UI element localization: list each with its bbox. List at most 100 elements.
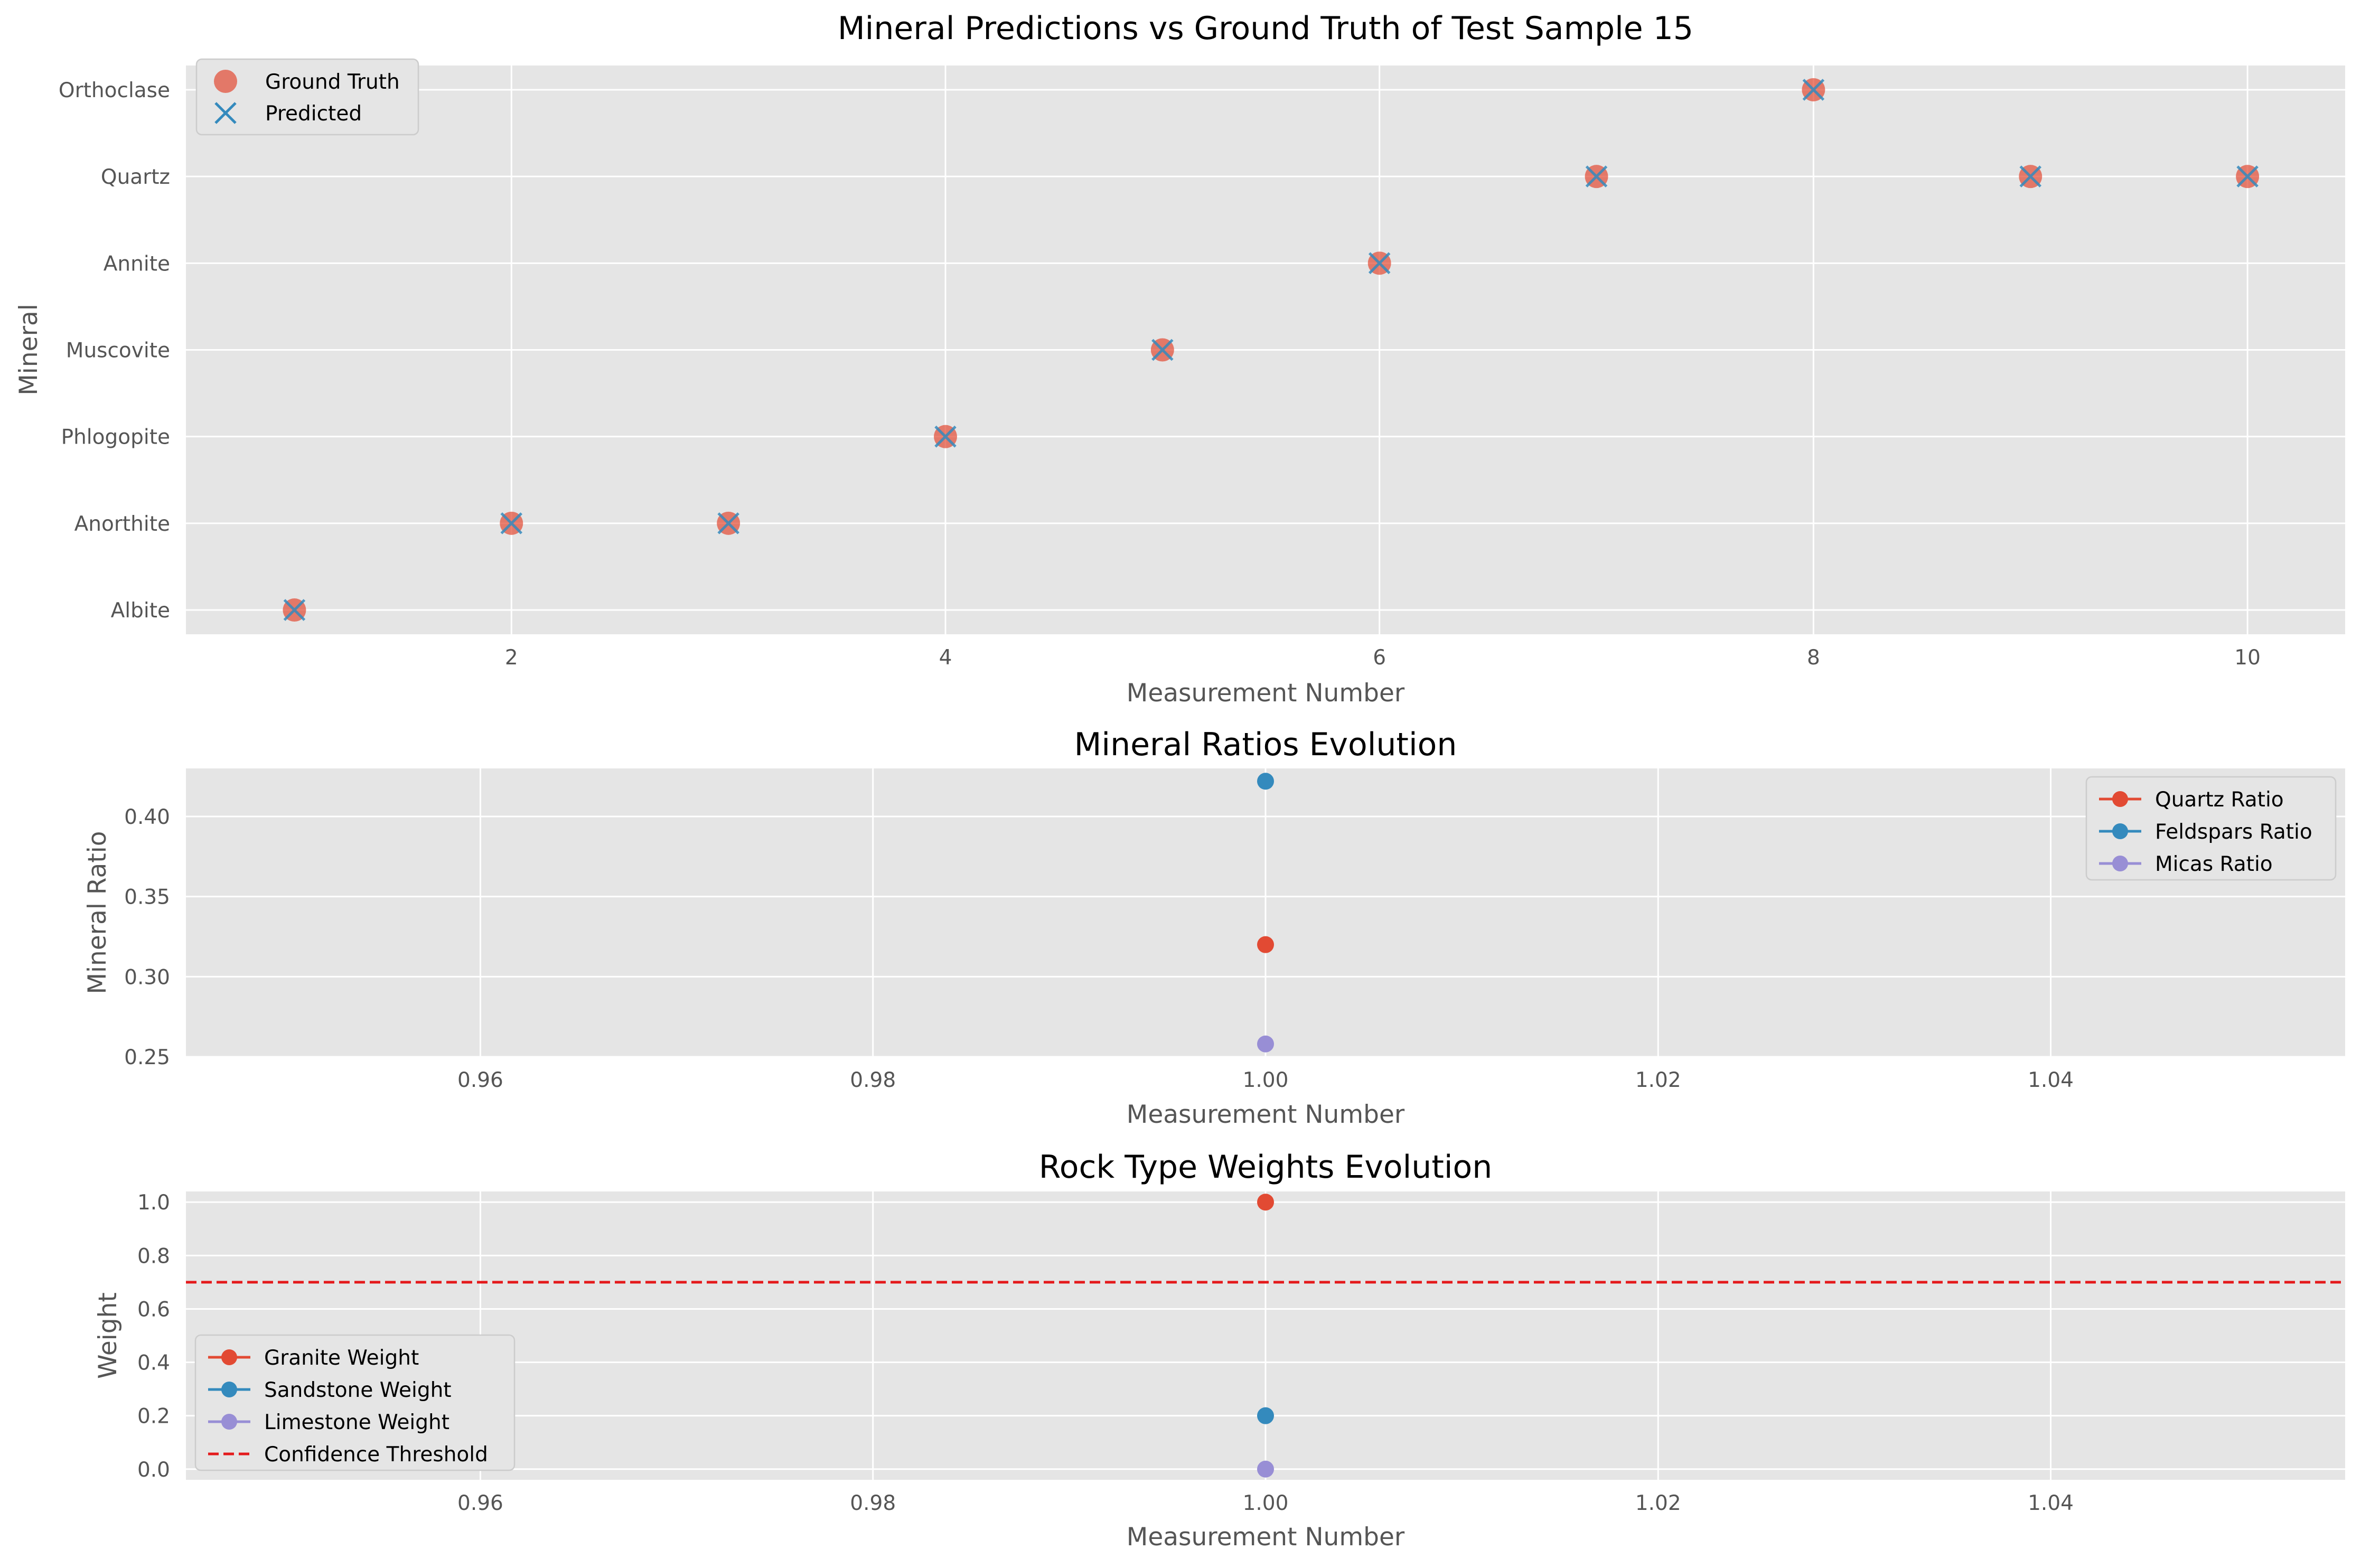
x-tick-label: 0.96	[457, 1068, 503, 1092]
predicted-x-marker	[2236, 165, 2259, 187]
y-tick-label: 0.40	[124, 805, 170, 829]
predicted-point	[1802, 79, 1825, 101]
tick-labels: 0.96 0.98 1.00 1.02 1.04 0.25 0.30 0.35 0.40	[124, 805, 2074, 1092]
legend: Granite Weight Sandstone Weight Limestone …	[194, 1334, 516, 1471]
x-tick-label: 1.02	[1635, 1491, 1681, 1515]
predicted-x-marker	[1368, 252, 1391, 275]
y-tick-label: Anorthite	[74, 512, 170, 536]
predicted-point	[283, 599, 306, 621]
panel-rock-type-weights: 0.96 0.98 1.00 1.02 1.04 0.0 0.2 0.4 0.6 0.8 1.0 R…	[93, 1149, 2345, 1552]
predicted-point	[500, 512, 523, 534]
predicted-point	[1151, 339, 1174, 361]
legend-marker	[221, 1382, 237, 1397]
predicted-point	[1368, 252, 1391, 275]
predicted-point	[2019, 165, 2042, 187]
legend-ground-truth-label: Ground Truth	[265, 70, 400, 94]
y-tick-label: Muscovite	[66, 339, 170, 363]
legend-label: Feldspars Ratio	[2155, 820, 2312, 844]
legend-marker	[221, 1414, 237, 1430]
x-tick-label: 1.02	[1635, 1068, 1681, 1092]
predicted-x-marker	[1585, 165, 1608, 187]
y-tick-label: Orthoclase	[59, 79, 170, 102]
x-axis-label: Measurement Number	[1127, 1100, 1405, 1129]
legend-label: Quartz Ratio	[2155, 788, 2284, 812]
y-axis-label: Weight	[93, 1292, 123, 1379]
tick-labels: 2 4 6 8 10 Albite Anorthite Phlogopite Muscovite…	[59, 79, 2261, 670]
x-tick-label: 2	[505, 646, 518, 670]
data-marks	[186, 1194, 2345, 1478]
predicted-x-marker	[283, 599, 306, 621]
x-tick-label: 0.98	[850, 1491, 896, 1515]
x-tick-label: 4	[939, 646, 952, 670]
y-tick-label: 0.8	[137, 1244, 170, 1268]
series-point	[1257, 936, 1274, 953]
legend-box	[2085, 776, 2337, 881]
x-tick-label: 8	[1807, 646, 1820, 670]
predicted-point	[934, 425, 957, 448]
legend-label: Micas Ratio	[2155, 852, 2273, 876]
data-marks	[1257, 773, 1274, 1053]
gridlines	[186, 1191, 2345, 1480]
x-tick-label: 0.98	[850, 1068, 896, 1092]
data-marks	[283, 78, 2260, 622]
series-point	[1257, 1407, 1274, 1424]
legend-marker	[2112, 791, 2128, 807]
y-tick-label: 1.0	[137, 1191, 170, 1215]
x-tick-label: 1.04	[2028, 1491, 2074, 1515]
series-point	[1257, 1035, 1274, 1053]
legend-predicted-marker	[214, 102, 237, 124]
legend-label: Sandstone Weight	[264, 1378, 452, 1402]
y-tick-label: Phlogopite	[61, 426, 170, 449]
y-axis-label: Mineral	[14, 304, 43, 396]
legend-marker	[2112, 856, 2128, 871]
x-tick-label: 1.00	[1243, 1491, 1289, 1515]
gridlines	[186, 768, 2345, 1058]
legend-box	[194, 1334, 516, 1471]
legend: Quartz Ratio Feldspars Ratio Micas Ratio	[2085, 776, 2337, 881]
legend-predicted-label: Predicted	[265, 102, 362, 126]
predicted-x-marker	[717, 512, 739, 534]
series-point	[1257, 1460, 1274, 1478]
legend-marker	[221, 1349, 237, 1365]
x-tick-label: 6	[1373, 646, 1386, 670]
legend-label: Limestone Weight	[264, 1411, 449, 1434]
legend-label: Confidence Threshold	[264, 1443, 488, 1467]
predicted-point	[2236, 165, 2259, 187]
predicted-x-marker	[2019, 165, 2042, 187]
legend-ground-truth-marker	[214, 70, 237, 93]
y-tick-label: 0.0	[137, 1458, 170, 1482]
predicted-point	[1585, 165, 1608, 187]
y-tick-label: 0.2	[137, 1405, 170, 1429]
legend-label: Granite Weight	[264, 1346, 419, 1370]
tick-labels: 0.96 0.98 1.00 1.02 1.04 0.0 0.2 0.4 0.6 0.8 1.0	[137, 1191, 2074, 1515]
y-tick-label: 0.25	[124, 1046, 170, 1069]
y-tick-label: Quartz	[101, 165, 170, 189]
panel-mineral-ratios: 0.96 0.98 1.00 1.02 1.04 0.25 0.30 0.35 0.40 Min…	[83, 726, 2345, 1129]
y-tick-label: 0.6	[137, 1298, 170, 1321]
x-axis-label: Measurement Number	[1127, 1523, 1405, 1552]
chart-title: Mineral Ratios Evolution	[1074, 726, 1457, 763]
x-tick-label: 10	[2234, 646, 2261, 670]
legend-marker	[2112, 823, 2128, 839]
predicted-x-marker	[1802, 79, 1825, 101]
legend-box	[195, 58, 419, 136]
y-tick-label: Albite	[111, 599, 170, 623]
x-tick-label: 0.96	[457, 1491, 503, 1515]
panel-mineral-predictions: 2 4 6 8 10 Albite Anorthite Phlogopite Muscovite…	[14, 10, 2345, 708]
x-axis-label: Measurement Number	[1127, 679, 1405, 708]
predicted-point	[717, 512, 739, 534]
series-point	[1257, 773, 1274, 790]
legend: Ground Truth Predicted	[195, 58, 419, 136]
predicted-x-marker	[500, 512, 523, 534]
chart-title: Mineral Predictions vs Ground Truth of T…	[838, 10, 1693, 47]
predicted-x-marker	[1151, 339, 1174, 361]
x-tick-label: 1.04	[2028, 1068, 2074, 1092]
y-tick-label: Annite	[104, 252, 170, 276]
gridlines	[186, 65, 2345, 634]
x-tick-label: 1.00	[1243, 1068, 1289, 1092]
y-tick-label: 0.35	[124, 886, 170, 909]
predicted-x-marker	[934, 425, 957, 448]
y-axis-label: Mineral Ratio	[83, 831, 112, 994]
y-tick-label: 0.4	[137, 1351, 170, 1375]
